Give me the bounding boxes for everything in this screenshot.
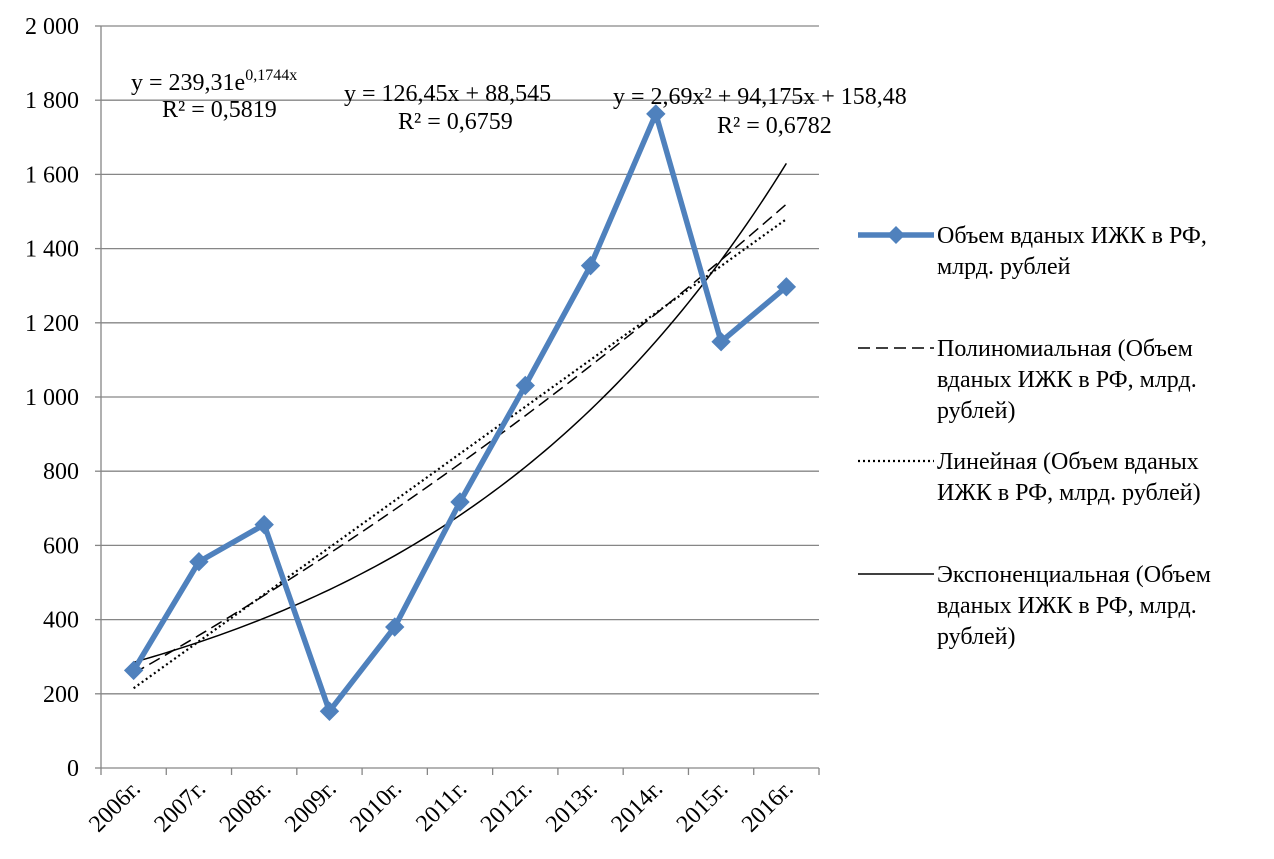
legend-entry-linear: Линейная (Объем вданых ИЖК в РФ, млрд. ру… [937,449,1201,506]
legend: Объем вданых ИЖК в РФ, млрд. рублей Полино… [858,223,1211,650]
trendline-linear [132,218,788,690]
polynomial-r2: R² = 0,6782 [717,113,832,139]
x-tick-label: 2010г. [345,776,407,838]
x-tick-label: 2011г. [411,776,472,837]
legend-entry-exponential: Экспоненциальная (Объем вданых ИЖК в РФ, … [937,562,1211,650]
exponential-equation: y = 239,31e0,1744x [131,67,297,96]
trendline-layer [132,162,788,690]
data-point [319,701,340,721]
linear-equation: y = 126,45x + 88,545 [344,81,551,107]
x-tick-label: 2016г. [737,776,799,838]
data-point [580,255,601,276]
y-tick-label: 600 [43,533,79,559]
data-point [515,375,535,396]
legend-text-line: вданых ИЖК в РФ, млрд. [937,367,1197,393]
grid-layer [101,25,819,695]
y-tick-label: 400 [43,608,79,634]
legend-text-line: рублей) [937,398,1015,424]
y-tick-label: 2 000 [25,14,79,40]
polynomial-equation: y = 2,69x² + 94,175x + 158,48 [613,84,907,110]
legend-text-line: рублей) [937,624,1015,650]
trendline-exponential [133,162,787,664]
x-tick-label: 2014г. [606,776,668,838]
axis-layer: 0 200 400 600 800 1 000 1 200 1 400 1 600 1 800 2 … [25,14,820,838]
legend-text-line: Экспоненциальная (Объем [937,562,1211,588]
data-point [646,104,666,124]
x-tick-label: 2006г. [84,776,146,838]
x-tick-label: 2015г. [672,776,734,838]
data-point [123,660,144,681]
x-tick-label: 2012г. [476,776,538,838]
data-point [450,492,470,512]
legend-text-line: млрд. рублей [937,254,1071,280]
series-line [131,111,789,714]
y-tick-label: 1 800 [25,88,79,114]
y-tick-label: 200 [43,682,79,708]
trendline-polynomial [133,203,787,674]
data-point [385,617,405,637]
y-tick-label: 1 000 [25,385,79,411]
x-tick-label: 2008г. [215,776,277,838]
legend-text-line: ИЖК в РФ, млрд. рублей) [937,480,1201,506]
y-tick-label: 800 [43,459,79,485]
exponential-r2: R² = 0,5819 [162,97,277,123]
legend-series-marker [887,226,905,244]
legend-entry-series: Объем вданых ИЖК в РФ, млрд. рублей [937,223,1207,280]
legend-text-line: вданых ИЖК в РФ, млрд. [937,593,1197,619]
legend-text-line: Линейная (Объем вданых [937,449,1199,475]
data-point [189,552,209,572]
exponential-equation-exponent: 0,1744x [245,67,297,84]
exponential-equation-base: y = 239,31e [131,70,245,96]
data-point [254,514,274,535]
legend-text-line: Полиномиальная (Объем [937,336,1193,362]
data-point [776,277,797,297]
y-tick-label: 1 600 [25,162,79,188]
x-tick-label: 2009г. [280,776,342,838]
legend-text-line: Объем вданых ИЖК в РФ, [937,223,1207,249]
y-tick-label: 0 [67,756,79,782]
y-tick-label: 1 400 [25,237,79,263]
x-tick-label: 2007г. [150,776,212,838]
y-tick-label: 1 200 [25,311,79,337]
legend-entry-polynomial: Полиномиальная (Объем вданых ИЖК в РФ, мл… [937,336,1197,424]
data-point [711,332,731,352]
x-tick-label: 2013г. [541,776,603,838]
linear-r2: R² = 0,6759 [398,109,513,135]
series-layer [123,104,797,721]
